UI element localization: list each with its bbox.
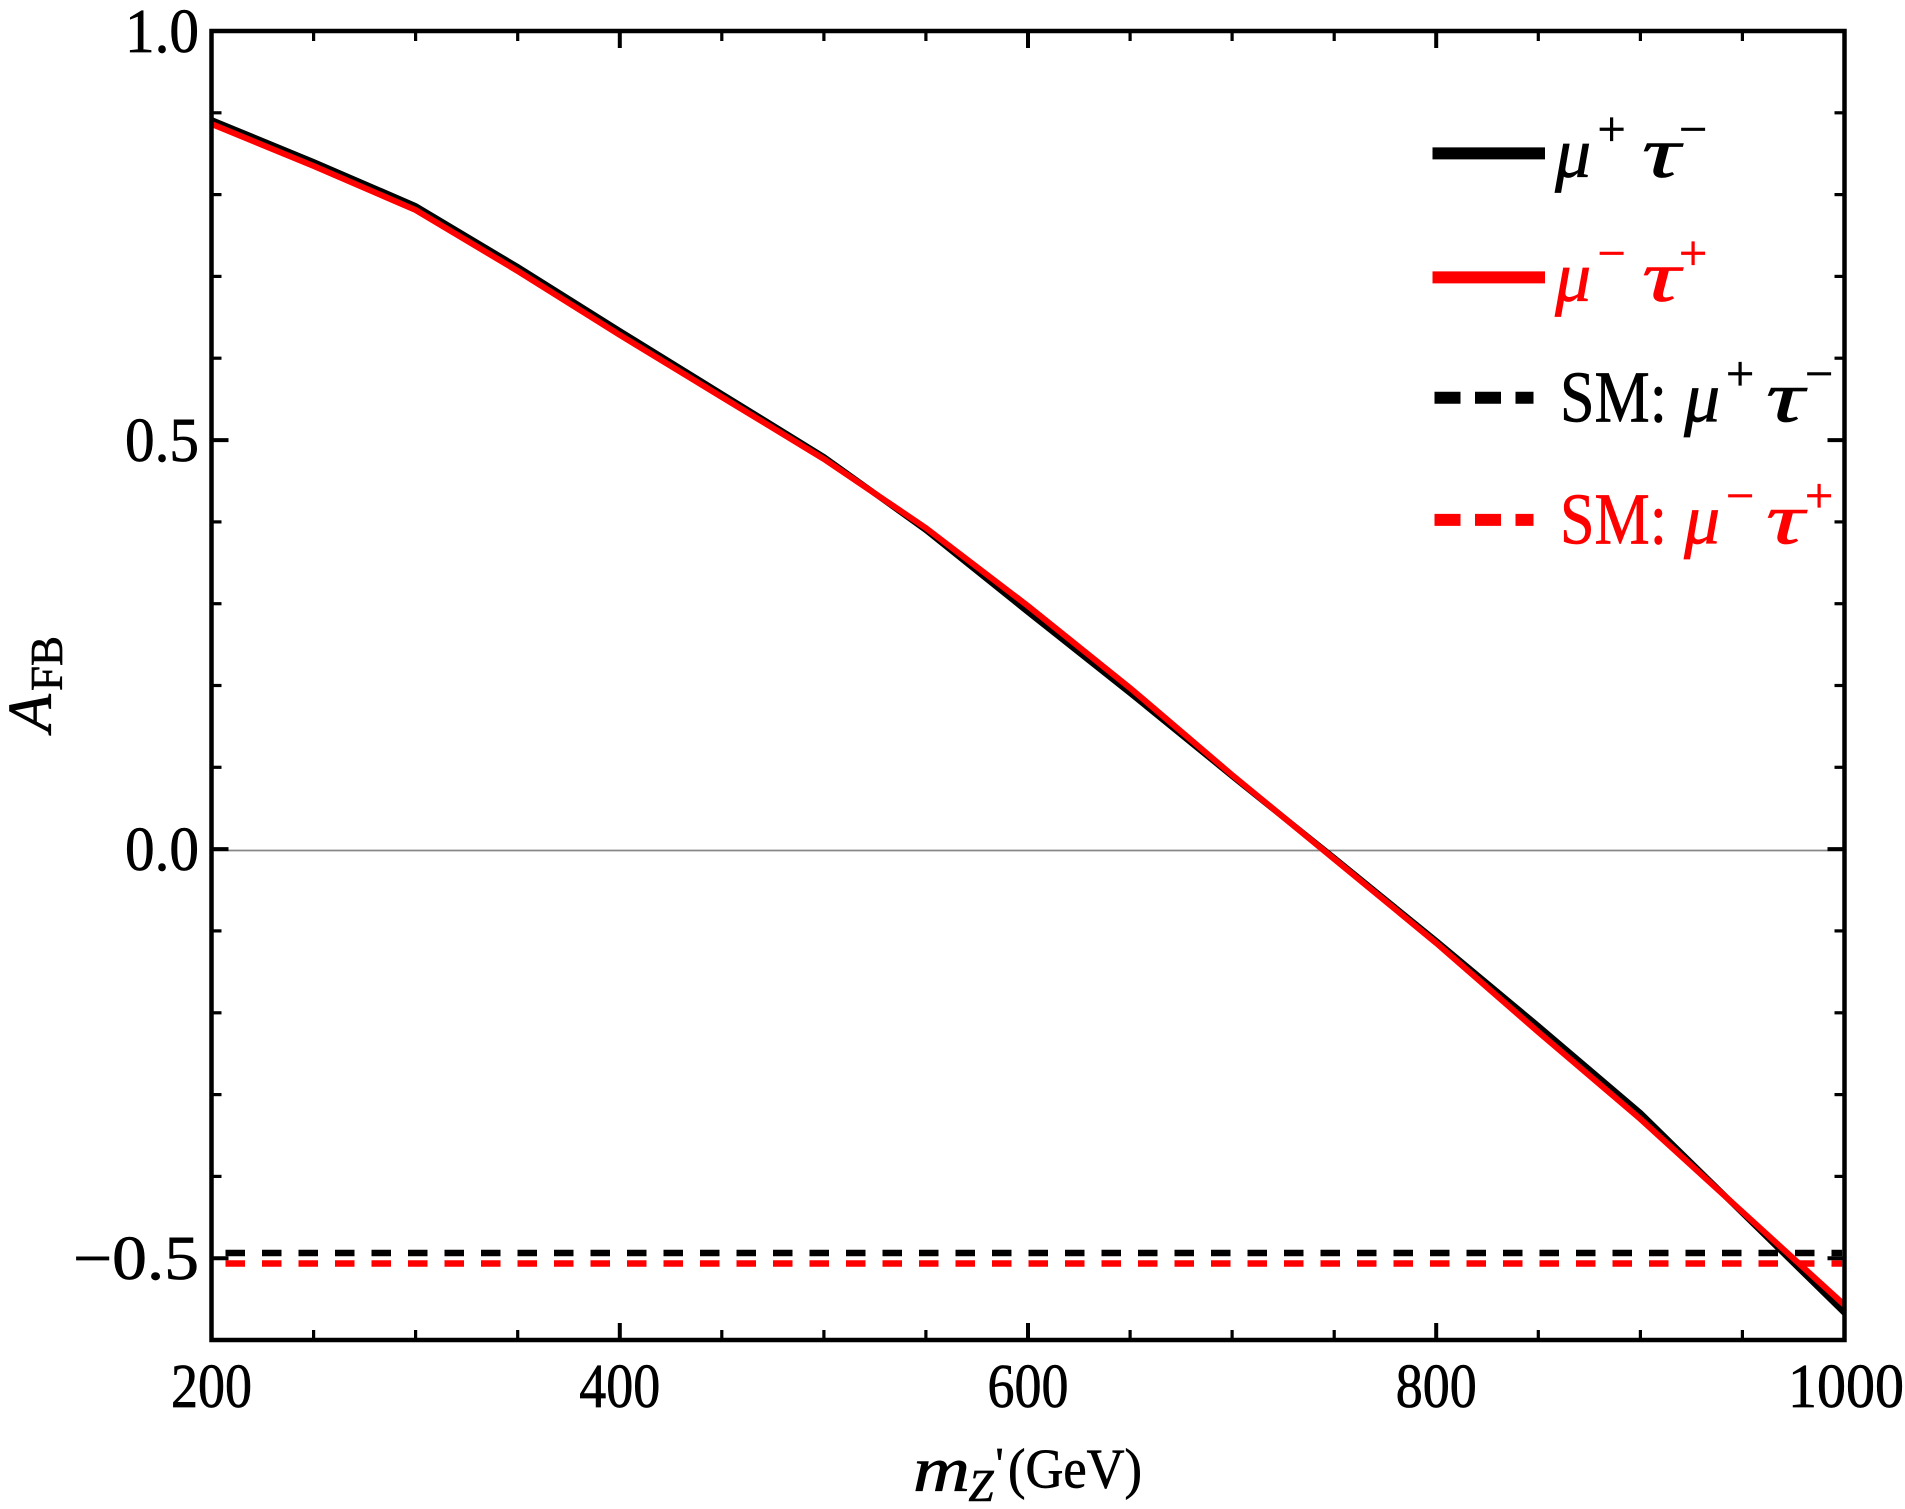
svg-text:800: 800 bbox=[1396, 1353, 1477, 1421]
svg-text:Z: Z bbox=[969, 1461, 995, 1504]
svg-text:+: + bbox=[1805, 468, 1833, 524]
svg-text:−: − bbox=[1805, 345, 1833, 401]
svg-text:+: + bbox=[1679, 225, 1707, 281]
svg-text:FB: FB bbox=[22, 636, 72, 691]
svg-text:μ: μ bbox=[1554, 237, 1591, 317]
svg-text:600: 600 bbox=[988, 1353, 1069, 1421]
svg-text:−0.5: −0.5 bbox=[73, 1225, 199, 1293]
svg-text:τ: τ bbox=[1642, 113, 1683, 193]
svg-text:μ: μ bbox=[1683, 480, 1720, 560]
svg-text:τ: τ bbox=[1766, 357, 1807, 437]
svg-text:400: 400 bbox=[579, 1353, 660, 1421]
svg-text:+: + bbox=[1598, 101, 1626, 157]
svg-text:0.0: 0.0 bbox=[125, 816, 199, 884]
svg-text:−: − bbox=[1598, 225, 1626, 281]
svg-text:τ: τ bbox=[1766, 480, 1807, 560]
svg-text:−: − bbox=[1679, 101, 1707, 157]
svg-text:A: A bbox=[0, 693, 65, 736]
svg-text:SM:: SM: bbox=[1560, 356, 1667, 437]
svg-text:μ: μ bbox=[1554, 113, 1591, 193]
svg-text:−: − bbox=[1726, 468, 1754, 524]
svg-text:SM:: SM: bbox=[1560, 479, 1667, 560]
svg-text:200: 200 bbox=[171, 1353, 252, 1421]
svg-text:μ: μ bbox=[1683, 357, 1720, 437]
svg-text:τ: τ bbox=[1642, 237, 1683, 317]
svg-text:1.0: 1.0 bbox=[125, 0, 199, 66]
svg-text:m: m bbox=[913, 1434, 970, 1504]
svg-text:': ' bbox=[996, 1439, 1004, 1489]
svg-text:+: + bbox=[1726, 345, 1754, 401]
svg-text:0.5: 0.5 bbox=[125, 407, 199, 475]
svg-text:1000: 1000 bbox=[1788, 1353, 1904, 1421]
svg-text:(GeV): (GeV) bbox=[1008, 1439, 1142, 1501]
